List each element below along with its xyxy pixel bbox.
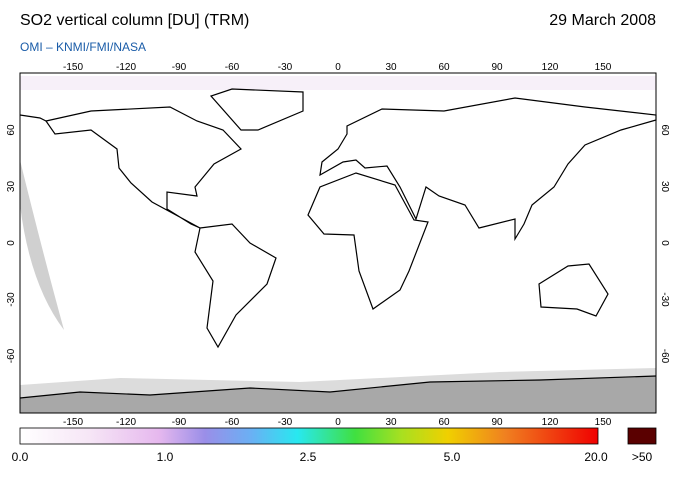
south-america <box>194 223 277 349</box>
lon-label-bottom: 150 <box>595 417 612 428</box>
australia <box>538 263 609 317</box>
lon-label-bottom: 0 <box>335 417 341 428</box>
colorbar-label: 20.0 <box>584 450 608 464</box>
credit: OMI – KNMI/FMI/NASA <box>20 40 146 54</box>
lon-label-top: -120 <box>116 62 136 73</box>
arctic-noise <box>20 76 656 90</box>
no-data-gap <box>20 160 64 330</box>
lat-label-left: 0 <box>6 240 17 246</box>
lon-label-bottom: -30 <box>278 417 293 428</box>
lon-label-bottom: 120 <box>542 417 559 428</box>
lon-label-top: -60 <box>225 62 240 73</box>
map <box>19 72 657 414</box>
africa <box>307 172 429 310</box>
lon-label-bottom: 90 <box>491 417 503 428</box>
lat-label-right: 0 <box>659 240 670 246</box>
antarctica-coast <box>19 375 657 399</box>
lon-label-bottom: 30 <box>385 417 397 428</box>
lat-label-left: 60 <box>6 124 17 136</box>
colorbar-label: 0.0 <box>12 450 29 464</box>
lon-label-top: -90 <box>172 62 187 73</box>
lon-label-top: -150 <box>63 62 83 73</box>
eurasia <box>319 97 657 242</box>
date: 29 March 2008 <box>549 12 656 29</box>
lon-label-top: 90 <box>491 62 503 73</box>
colorbar-overflow <box>627 427 657 445</box>
lat-label-left: -60 <box>6 348 17 363</box>
greenland <box>209 88 304 131</box>
colorbar-label: 2.5 <box>300 450 317 464</box>
north-america <box>44 106 242 229</box>
map-border <box>19 72 657 414</box>
map-frame <box>20 73 656 413</box>
colorbar-label: 1.0 <box>157 450 174 464</box>
colorbar-label: 5.0 <box>444 450 461 464</box>
chukotka <box>19 114 47 122</box>
colorbar-overflow-label: >50 <box>632 450 653 464</box>
lon-label-top: 30 <box>385 62 397 73</box>
lon-label-bottom: -60 <box>225 417 240 428</box>
lon-label-top: 120 <box>542 62 559 73</box>
antarctica <box>20 376 656 413</box>
lat-label-right: -30 <box>659 292 670 307</box>
lon-label-bottom: -150 <box>63 417 83 428</box>
lon-label-bottom: -120 <box>116 417 136 428</box>
colorbar <box>19 427 599 445</box>
lat-label-left: 30 <box>6 181 17 193</box>
lon-label-bottom: 60 <box>438 417 450 428</box>
lon-label-top: -30 <box>278 62 293 73</box>
lat-label-left: -30 <box>6 292 17 307</box>
lon-label-top: 150 <box>595 62 612 73</box>
lon-label-top: 0 <box>335 62 341 73</box>
lat-label-right: 60 <box>659 124 670 136</box>
title: SO2 vertical column [DU] (TRM) <box>20 12 249 29</box>
lat-label-right: 30 <box>659 181 670 193</box>
lon-label-bottom: -90 <box>172 417 187 428</box>
lon-label-top: 60 <box>438 62 450 73</box>
lat-label-right: -60 <box>659 349 670 364</box>
